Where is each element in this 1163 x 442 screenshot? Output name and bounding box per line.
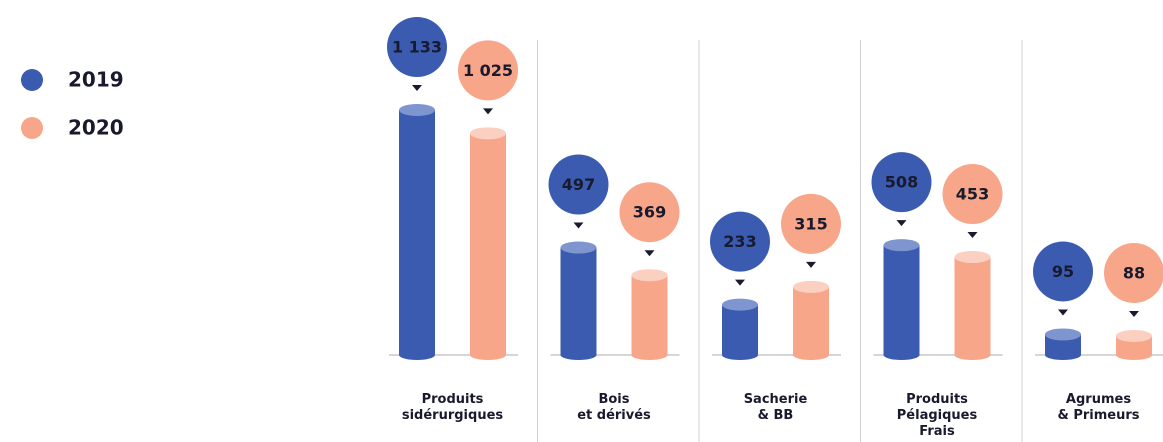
pointer xyxy=(644,250,655,257)
category-label: Sacherie & BB xyxy=(743,392,808,423)
bar-top xyxy=(470,127,506,140)
bar xyxy=(470,133,506,355)
value-label: 315 xyxy=(794,214,827,233)
value-label: 453 xyxy=(956,185,989,204)
value-bubble xyxy=(710,211,770,272)
value-bubble xyxy=(781,193,841,254)
bar xyxy=(560,247,597,355)
pointer xyxy=(573,222,584,229)
category-label: Bois et dérivés xyxy=(577,392,651,423)
legend-label: 2020 xyxy=(68,116,124,140)
bar xyxy=(954,257,991,355)
value-bubble xyxy=(1104,242,1163,303)
value-label: 1 025 xyxy=(463,61,513,80)
bar xyxy=(399,110,435,355)
value-bubble xyxy=(1033,241,1093,302)
pointer xyxy=(483,108,493,115)
bar-top xyxy=(631,269,668,282)
bar-top xyxy=(883,239,920,252)
value-label: 95 xyxy=(1052,262,1074,281)
value-label: 88 xyxy=(1123,263,1145,282)
value-bubble xyxy=(387,17,447,77)
category-label: Produits Pélagiques Frais xyxy=(896,392,978,439)
value-label: 233 xyxy=(723,232,756,251)
pointer xyxy=(1058,309,1068,316)
pointer xyxy=(967,232,978,239)
pointer xyxy=(412,85,422,91)
legend-swatch xyxy=(21,117,43,139)
value-bubble xyxy=(548,154,609,215)
value-bubble xyxy=(942,164,1003,225)
category-label: Agrumes & Primeurs xyxy=(1057,392,1140,423)
value-bubble xyxy=(619,182,680,243)
bar xyxy=(793,286,829,355)
bar-top xyxy=(399,104,435,116)
bar xyxy=(631,275,668,355)
category-label: Produits sidérurgiques xyxy=(401,392,504,423)
bar-top xyxy=(1045,328,1081,341)
legend-label: 2019 xyxy=(68,68,124,92)
bar-top xyxy=(1116,329,1152,342)
bar xyxy=(722,304,758,355)
pointer xyxy=(896,220,907,227)
value-bubble xyxy=(458,40,518,101)
value-bubble xyxy=(871,152,932,213)
bar-top xyxy=(722,298,758,311)
bar xyxy=(883,245,920,355)
value-label: 497 xyxy=(562,175,595,194)
value-label: 508 xyxy=(885,173,918,192)
legend-swatch xyxy=(21,69,43,91)
value-label: 369 xyxy=(633,203,666,222)
bar-top xyxy=(560,241,597,254)
pointer xyxy=(806,261,816,268)
pointer xyxy=(1129,310,1139,317)
bar-top xyxy=(954,251,991,264)
bar-top xyxy=(793,280,829,293)
pointer xyxy=(735,279,745,286)
value-label: 1 133 xyxy=(392,38,442,57)
